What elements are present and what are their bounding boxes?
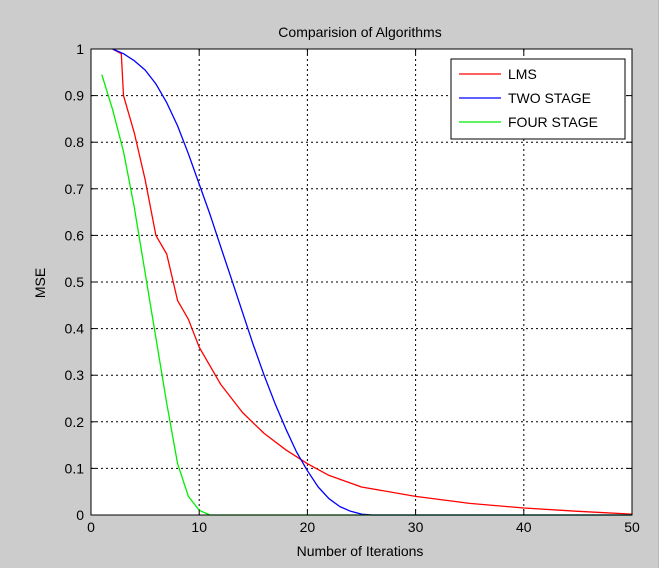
series-line-two-stage (112, 48, 632, 516)
y-axis-label: MSE (32, 268, 48, 298)
line-chart: Comparision of Algorithms 0 10 20 30 40 50 0 0.… (32, 24, 640, 559)
axis-ticks: 0 10 20 30 40 50 0 0.1 0.2 0.3 0.4 0.5 0.6 0.7 0.8 0.9 1 (65, 41, 640, 535)
y-tick-label: 0.8 (65, 134, 85, 150)
x-tick-label: 40 (516, 519, 532, 535)
y-tick-label: 1 (76, 41, 84, 57)
x-tick-label: 0 (87, 519, 95, 535)
y-tick-label: 0.3 (65, 367, 85, 383)
legend-label: TWO STAGE (508, 90, 591, 106)
y-tick-label: 0.4 (65, 321, 85, 337)
y-tick-label: 0.1 (65, 460, 85, 476)
x-tick-label: 50 (624, 519, 640, 535)
legend-box (450, 58, 626, 140)
legend-label: FOUR STAGE (508, 114, 598, 130)
x-axis-label: Number of Iterations (297, 543, 424, 559)
x-tick-label: 20 (300, 519, 316, 535)
series-line-lms (112, 48, 633, 515)
legend-label: LMS (508, 66, 537, 82)
grid-lines (91, 49, 632, 515)
legend: LMS TWO STAGE FOUR STAGE (450, 58, 626, 140)
y-tick-label: 0.7 (65, 181, 85, 197)
y-tick-label: 0 (76, 507, 84, 523)
chart-title: Comparision of Algorithms (278, 24, 441, 40)
y-tick-label: 0.5 (65, 274, 85, 290)
y-tick-label: 0.2 (65, 414, 85, 430)
x-tick-label: 10 (191, 519, 207, 535)
y-tick-label: 0.9 (65, 88, 85, 104)
y-tick-label: 0.6 (65, 227, 85, 243)
x-tick-label: 30 (408, 519, 424, 535)
